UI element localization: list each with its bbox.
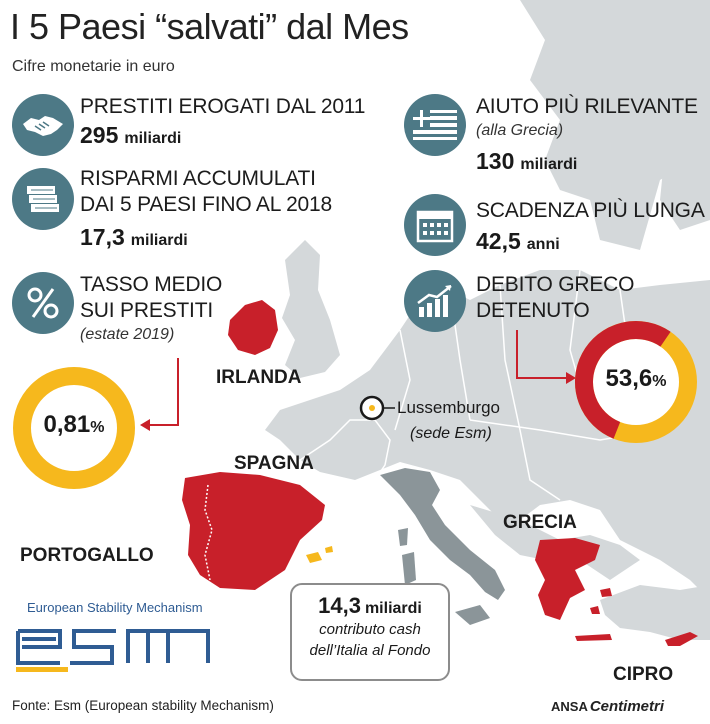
percent-icon [12,272,74,334]
loans-unit: miliardi [124,130,182,147]
greek-debt-ring-unit: % [652,373,667,390]
luxembourg-label: Lussemburgo [397,398,501,417]
page-title: I 5 Paesi “salvati” dal Mes [10,6,409,47]
rate-ring-label: 0,81% [10,411,138,439]
cyprus-shape [665,632,698,646]
page-subtitle: Cifre monetarie in euro [12,58,175,75]
greek-debt-ring-value: 53,6 [605,365,653,392]
label-greece: GRECIA [503,512,577,533]
luxembourg-note: (sede Esm) [410,425,492,442]
greek-debt-block: DEBITO GRECO DETENUTO [476,272,634,324]
greek-debt-ring [575,321,697,443]
portugal-border [204,484,213,581]
great-britain-shape [282,240,340,378]
aid-block: AIUTO PIÙ RILEVANTE (alla Grecia) 130 mil… [476,94,698,176]
greek-debt-heading-2: DETENUTO [476,299,590,322]
term-value: 42,5 [476,228,521,254]
greek-flag-icon [404,94,466,156]
label-spain: SPAGNA [234,453,314,474]
greek-debt-ring-share [575,321,671,439]
greek-islands [575,588,612,641]
italy-contribution-box: 14,3 miliardi contributo cash dell’Italia… [290,583,450,681]
aid-note: (alla Grecia) [476,122,564,139]
sardinia-shape [402,552,416,585]
aid-unit: miliardi [520,156,578,173]
term-heading: SCADENZA PIÙ LUNGA [476,199,705,222]
agency-credit: ANSA Centimetri [551,698,664,715]
agency-brand: Centimetri [589,698,665,715]
agency-name: ANSA [551,699,588,714]
finland-shape [655,40,710,230]
term-block: SCADENZA PIÙ LUNGA 42,5 anni [476,198,705,256]
italy-contribution-value: 14,3 [318,593,361,618]
rate-arrow [148,358,179,426]
ireland-shape [228,300,278,355]
rate-ring-value: 0,81 [43,411,91,438]
term-unit: anni [526,236,560,253]
greece-shape [535,538,600,620]
esm-logo: esm [16,629,210,672]
rate-block: TASSO MEDIO SUI PRESTITI (estate 2019) [80,272,222,346]
savings-unit: miliardi [130,232,188,249]
italy-shape [380,468,505,600]
rate-ring [13,367,135,489]
rate-heading-1: TASSO MEDIO [80,273,223,296]
esm-caption: European Stability Mechanism [27,600,203,615]
calendar-icon [404,194,466,256]
rate-ring-unit: % [90,419,105,436]
loans-block: PRESTITI EROGATI DAL 2011 295 miliardi [80,94,365,150]
rate-note: (estate 2019) [80,326,175,343]
italy-contribution-unit: miliardi [364,600,422,617]
greek-debt-arrow [516,330,568,379]
greek-debt-heading-1: DEBITO GRECO [476,273,635,296]
balearic-islands [306,546,333,563]
france-outline [298,419,391,486]
aid-heading: AIUTO PIÙ RILEVANTE [476,95,698,118]
italy-contribution-line1: contributo cash [319,621,421,638]
sicily-shape [455,605,490,625]
label-cyprus: CIPRO [613,664,674,685]
loans-heading: PRESTITI EROGATI DAL 2011 [80,95,366,118]
handshake-icon [12,94,74,156]
corsica-shape [398,528,408,546]
rate-heading-2: SUI PRESTITI [80,299,213,322]
savings-heading-2: DAI 5 PAESI FINO AL 2018 [80,193,332,216]
turkey-shape [600,585,710,640]
source-footer: Fonte: Esm (European stability Mechanism… [12,698,274,713]
italy-contribution-line2: dell’Italia al Fondo [309,642,431,659]
label-portugal: PORTOGALLO [20,545,154,566]
aid-value: 130 [476,148,515,174]
iberia-shape [182,472,325,590]
savings-value: 17,3 [80,224,125,250]
money-stack-icon [12,168,74,230]
savings-block: RISPARMI ACCUMULATI DAI 5 PAESI FINO AL … [80,166,332,252]
greek-debt-ring-label: 53,6% [572,365,700,393]
label-ireland: IRLANDA [216,367,302,388]
rising-chart-icon [404,270,466,332]
savings-heading-1: RISPARMI ACCUMULATI [80,167,316,190]
loans-value: 295 [80,122,119,148]
